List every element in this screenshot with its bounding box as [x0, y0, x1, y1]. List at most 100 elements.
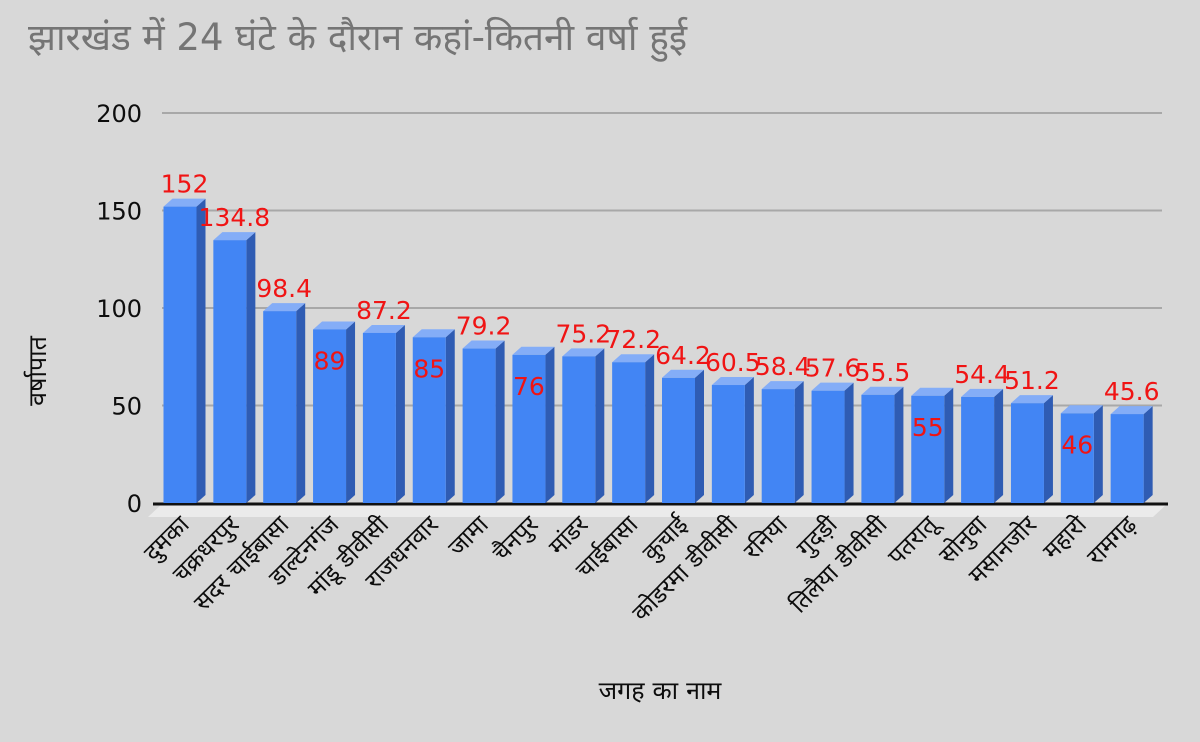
x-tick-label: महारो — [1037, 510, 1092, 565]
bar — [213, 232, 256, 503]
bar-side-face — [495, 340, 505, 503]
bar-side-face — [196, 198, 206, 503]
bar-front-face — [612, 362, 646, 503]
y-axis-tick-labels: 0 50 100 150 200 — [96, 100, 142, 518]
bar-top-face — [911, 387, 954, 396]
bar-side-face — [246, 232, 256, 503]
bar-side-face — [1093, 405, 1103, 503]
bar-front-face — [313, 329, 347, 503]
bar — [362, 324, 405, 503]
value-label: 55.5 — [855, 358, 911, 387]
y-tick-label: 200 — [96, 100, 142, 128]
bar-top-face — [811, 382, 854, 391]
y-axis-title: वर्षापात — [23, 335, 52, 406]
bar-top-face — [961, 388, 1004, 397]
bar-front-face — [562, 356, 596, 503]
bar-top-face — [462, 340, 505, 349]
bar — [961, 388, 1004, 503]
value-label: 54.4 — [954, 360, 1010, 389]
bar — [711, 377, 754, 503]
bar-front-face — [213, 240, 247, 503]
bar — [1010, 395, 1053, 503]
bar — [662, 369, 704, 503]
x-tick-label: जामा — [443, 510, 495, 562]
bar — [761, 381, 804, 503]
bar-top-face — [1060, 405, 1103, 414]
x-tick-label: तिलैया डीवीसी — [784, 510, 893, 619]
y-tick-label: 100 — [96, 295, 142, 323]
bar-top-face — [163, 198, 206, 207]
x-tick-label: रनिया — [738, 510, 793, 565]
bar-top-face — [562, 348, 605, 357]
bar-side-face — [545, 346, 555, 503]
value-label: 55 — [912, 413, 944, 442]
bar-front-face — [512, 354, 546, 503]
bar-front-face — [263, 311, 297, 503]
bar — [861, 386, 904, 503]
value-label: 72.2 — [605, 325, 661, 354]
bar-top-face — [313, 321, 356, 330]
value-label: 75.2 — [555, 319, 611, 348]
bar-top-face — [512, 346, 555, 355]
value-labels: 152 134.8 98.4 89 87.285 79.2 76 75.272.264.260… — [161, 170, 1160, 460]
bar-top-face — [861, 386, 904, 395]
bar-front-face — [1110, 414, 1144, 503]
bar-side-face — [595, 348, 605, 503]
bar-front-face — [163, 206, 197, 503]
bar-front-face — [1060, 413, 1094, 503]
bars — [163, 198, 1153, 503]
bar — [911, 387, 954, 503]
value-label: 45.6 — [1104, 377, 1160, 406]
bar-top-face — [362, 324, 405, 333]
bar-front-face — [961, 396, 995, 503]
bar — [1060, 405, 1103, 503]
bar-front-face — [412, 337, 446, 503]
value-label: 57.6 — [805, 354, 861, 383]
bar-front-face — [811, 390, 845, 503]
bar-top-face — [412, 329, 455, 338]
bar — [412, 329, 455, 503]
value-label: 79.2 — [456, 312, 512, 341]
value-label: 134.8 — [199, 203, 271, 232]
x-tick-label: पतरातू — [882, 508, 946, 572]
bar — [1110, 406, 1153, 503]
bar-side-face — [645, 354, 655, 503]
bar-front-face — [911, 395, 945, 503]
bar-top-face — [1110, 406, 1153, 415]
x-tick-label: चैनपुर — [487, 510, 545, 568]
bar-side-face — [894, 386, 904, 503]
bar-side-face — [296, 303, 306, 503]
bar-front-face — [462, 348, 496, 503]
bar-front-face — [1010, 403, 1044, 503]
value-label: 51.2 — [1004, 366, 1060, 395]
bar-side-face — [1143, 406, 1153, 503]
value-label: 46 — [1061, 430, 1093, 459]
chart-floor-3d — [148, 503, 1168, 517]
bar — [263, 303, 306, 503]
value-label: 64.2 — [655, 341, 711, 370]
bar-top-face — [662, 369, 704, 378]
y-tick-label: 50 — [111, 393, 142, 421]
value-label: 85 — [413, 354, 445, 383]
y-tick-label: 150 — [96, 198, 142, 226]
bar-side-face — [744, 377, 754, 503]
bar — [512, 346, 555, 503]
bar-top-face — [711, 377, 754, 386]
bar-front-face — [861, 394, 895, 503]
bar-front-face — [362, 332, 396, 503]
value-label: 98.4 — [256, 274, 312, 303]
value-label: 60.5 — [705, 348, 761, 377]
value-label: 58.4 — [755, 352, 811, 381]
bar — [612, 354, 655, 503]
value-label: 87.2 — [356, 296, 412, 325]
bar-front-face — [662, 377, 695, 503]
value-label: 89 — [314, 346, 346, 375]
bar — [462, 340, 505, 503]
bar-top-face — [213, 232, 256, 241]
bar-top-face — [1010, 395, 1053, 404]
chart-title: झारखंड में 24 घंटे के दौरान कहां-कितनी व… — [28, 16, 688, 59]
bar — [562, 348, 605, 503]
bar-front-face — [711, 385, 745, 503]
